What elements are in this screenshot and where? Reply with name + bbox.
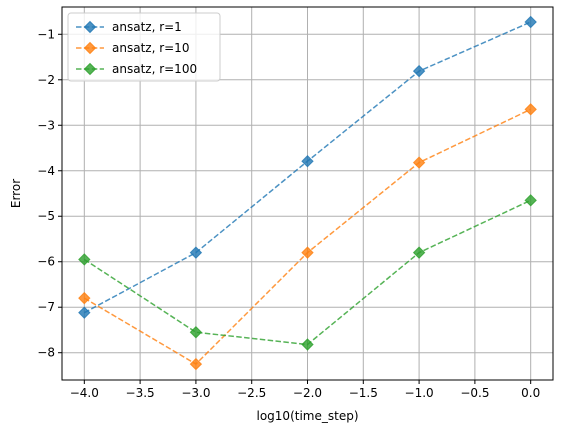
- y-tick-label: −6: [37, 255, 55, 269]
- x-axis: −4.0 −3.5 −3.0 −2.5 −2.0 −1.5 −1.0 −0.5 0.0: [70, 380, 540, 400]
- x-tick-label: −3.5: [126, 386, 155, 400]
- data-point: [301, 338, 314, 351]
- y-tick-label: −5: [37, 209, 55, 223]
- y-axis: −8 −7 −6 −5 −4 −3 −2 −1: [37, 27, 62, 360]
- series-2: [78, 194, 537, 351]
- data-point: [524, 103, 537, 116]
- series-0: [78, 15, 537, 319]
- data-point: [412, 156, 426, 169]
- x-tick-label: −1.5: [349, 386, 378, 400]
- series-layer: [78, 15, 537, 371]
- legend-marker: [83, 20, 97, 34]
- legend-label: ansatz, r=1: [112, 20, 182, 34]
- legend-box: [67, 12, 221, 82]
- data-point: [301, 154, 314, 168]
- y-axis-label: Error: [9, 179, 23, 208]
- x-tick-label: −1.0: [405, 386, 434, 400]
- data-point: [524, 194, 537, 207]
- data-point: [189, 357, 203, 371]
- data-point: [412, 64, 426, 78]
- x-tick-label: 0.0: [521, 386, 540, 400]
- y-tick-label: −3: [37, 118, 55, 132]
- series-1: [78, 103, 537, 371]
- data-point: [524, 15, 537, 29]
- data-point: [412, 246, 426, 259]
- y-tick-label: −1: [37, 27, 55, 41]
- legend-item: ansatz, r=1: [76, 20, 182, 34]
- data-point: [189, 246, 203, 259]
- legend-label: ansatz, r=100: [112, 62, 197, 76]
- legend-item: ansatz, r=10: [76, 41, 189, 55]
- y-tick-label: −2: [37, 73, 55, 87]
- data-point: [78, 306, 91, 319]
- x-axis-label: log10(time_step): [257, 409, 359, 423]
- legend-marker: [83, 41, 97, 55]
- y-tick-label: −7: [37, 300, 55, 314]
- y-tick-label: −8: [37, 346, 55, 360]
- x-tick-label: −2.5: [237, 386, 266, 400]
- legend-label: ansatz, r=10: [112, 41, 189, 55]
- data-point: [301, 246, 314, 259]
- data-point: [189, 326, 203, 339]
- legend-item: ansatz, r=100: [76, 62, 197, 76]
- x-tick-label: −0.5: [460, 386, 489, 400]
- x-tick-label: −4.0: [70, 386, 99, 400]
- legend-marker: [83, 62, 97, 76]
- grid: [62, 7, 553, 380]
- x-tick-label: −3.0: [181, 386, 210, 400]
- data-point: [78, 253, 91, 266]
- y-tick-label: −4: [37, 164, 55, 178]
- x-tick-label: −2.0: [293, 386, 322, 400]
- legend: ansatz, r=1 ansatz, r=10 ansatz, r=100: [67, 12, 221, 82]
- data-point: [78, 291, 91, 305]
